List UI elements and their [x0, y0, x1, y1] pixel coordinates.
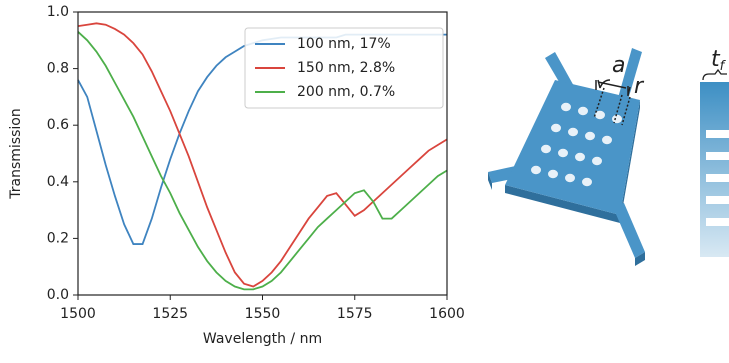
hole	[568, 127, 578, 137]
y-tick-label: 0.8	[47, 61, 69, 77]
hole	[565, 173, 575, 183]
label-t: tf	[711, 47, 727, 74]
y-tick-label: 0.6	[47, 117, 69, 133]
legend-label: 150 nm, 2.8%	[297, 60, 395, 76]
series-line	[77, 31, 448, 291]
x-tick-label: 1525	[152, 306, 188, 322]
y-tick-label: 0.4	[47, 174, 69, 190]
y-tick-label: 0.0	[47, 287, 69, 303]
label-r: r	[634, 74, 645, 99]
hole	[592, 156, 602, 166]
hole	[561, 102, 571, 112]
hole	[582, 177, 592, 187]
y-axis-label: Transmission	[8, 108, 24, 199]
legend-label: 200 nm, 0.7%	[297, 84, 395, 100]
hole	[551, 123, 561, 133]
membrane-illustration: a r tf	[488, 47, 729, 266]
x-axis-label: Wavelength / nm	[203, 331, 322, 347]
x-tick-label: 1575	[337, 306, 373, 322]
hole	[585, 131, 595, 141]
hole	[541, 144, 551, 154]
label-a: a	[612, 53, 625, 78]
hole	[612, 114, 622, 124]
label-t-sub: f	[720, 59, 727, 74]
hole	[558, 148, 568, 158]
legend-label: 100 nm, 17%	[297, 36, 391, 52]
hole	[595, 110, 605, 120]
y-tick-label: 0.2	[47, 230, 69, 246]
x-tick-label: 1600	[429, 306, 465, 322]
hole	[602, 135, 612, 145]
y-tick-label: 1.0	[47, 4, 69, 20]
x-tick-label: 1550	[245, 306, 281, 322]
series-line	[77, 22, 448, 288]
legend-box	[244, 27, 444, 109]
hole	[578, 106, 588, 116]
hole	[548, 169, 558, 179]
hole	[531, 165, 541, 175]
label-t-main: t	[711, 47, 721, 72]
cross-section	[700, 82, 729, 257]
hole	[575, 152, 585, 162]
x-tick-label: 1500	[60, 306, 96, 322]
